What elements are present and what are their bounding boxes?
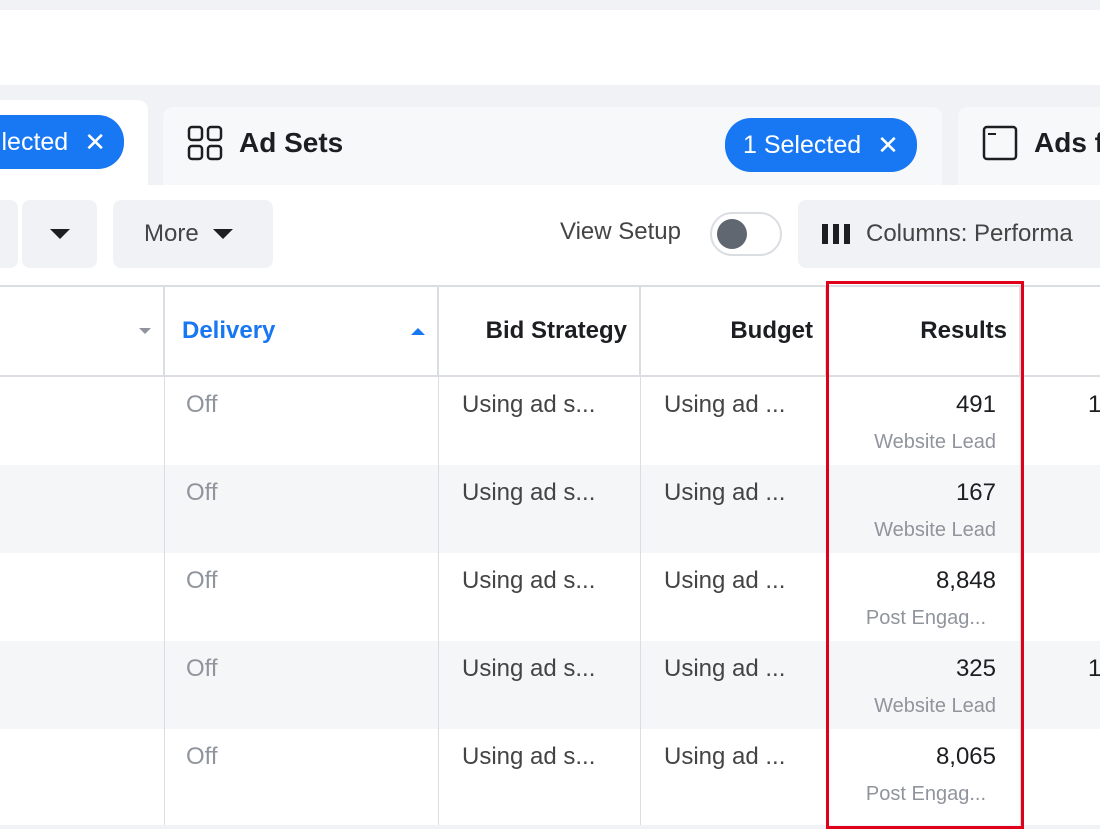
sort-caret-icon — [139, 328, 151, 334]
budget-cell: Using ad ... — [664, 567, 786, 594]
close-icon[interactable]: ✕ — [877, 129, 899, 160]
results-type: Website Lead — [874, 695, 996, 717]
bid-strategy-cell: Using ad s... — [462, 391, 596, 418]
view-setup-toggle[interactable] — [710, 212, 782, 256]
badge-label: 1 Selected — [743, 130, 862, 159]
ad-sets-grid-icon — [187, 125, 223, 161]
caret-down-icon — [49, 229, 70, 239]
column-divider — [438, 287, 439, 825]
delivery-status: Off — [186, 743, 218, 770]
table-row[interactable]: Off Using ad s... Using ad ... 8,848 Pos… — [0, 553, 1100, 641]
results-value: 491 — [955, 391, 996, 418]
close-icon[interactable]: ✕ — [84, 126, 106, 157]
selected-badge[interactable]: 1 Selected ✕ — [725, 118, 917, 172]
selected-badge[interactable]: lected ✕ — [0, 115, 124, 169]
next-column-value: 1 — [1088, 391, 1100, 418]
delivery-status: Off — [186, 655, 218, 682]
more-label: More — [144, 220, 199, 247]
tab-title: Ads f — [982, 125, 1100, 161]
budget-cell: Using ad ... — [664, 655, 786, 682]
badge-label: lected — [1, 127, 69, 156]
delivery-status: Off — [186, 567, 218, 594]
table-row[interactable]: Off Using ad s... Using ad ... 8,065 Pos… — [0, 729, 1100, 817]
toggle-knob — [717, 219, 747, 249]
column-header-delivery[interactable]: Delivery — [164, 287, 438, 377]
delivery-status: Off — [186, 391, 218, 418]
column-divider — [640, 287, 641, 825]
dropdown-button[interactable] — [22, 200, 97, 268]
delivery-status: Off — [186, 479, 218, 506]
sort-ascending-icon — [411, 327, 425, 335]
bid-strategy-cell: Using ad s... — [462, 479, 596, 506]
table-row[interactable]: Off Using ad s... Using ad ... 491 Websi… — [0, 377, 1100, 465]
next-column-value: 1 — [1088, 655, 1100, 682]
tab-ad-sets[interactable]: Ad Sets 1 Selected ✕ — [163, 107, 942, 185]
results-value: 8,065 — [935, 743, 996, 770]
more-button[interactable]: More — [113, 200, 273, 268]
column-divider — [1020, 287, 1021, 825]
budget-cell: Using ad ... — [664, 391, 786, 418]
toolbar-button[interactable] — [0, 200, 18, 268]
results-type: Website Lead — [874, 431, 996, 453]
results-value: 167 — [955, 479, 996, 506]
bid-strategy-cell: Using ad s... — [462, 655, 596, 682]
columns-button[interactable]: Columns: Performa — [798, 200, 1100, 268]
tab-campaigns[interactable]: lected ✕ — [0, 100, 148, 186]
header-label: Delivery — [182, 317, 276, 344]
tab-label: Ads f — [1034, 127, 1100, 158]
column-header-budget[interactable]: Budget — [640, 287, 826, 377]
view-setup-label: View Setup — [560, 218, 681, 245]
budget-cell: Using ad ... — [664, 479, 786, 506]
budget-cell: Using ad ... — [664, 743, 786, 770]
results-type: Post Engag... — [865, 783, 986, 805]
results-value: 325 — [955, 655, 996, 682]
tab-title: Ad Sets — [187, 125, 343, 161]
results-highlight-box — [826, 281, 1024, 829]
results-type: Website Lead — [874, 519, 996, 541]
column-header-bid-strategy[interactable]: Bid Strategy — [438, 287, 640, 377]
top-bar — [0, 10, 1100, 85]
tab-ads[interactable]: Ads f — [958, 107, 1100, 185]
tab-label: Ad Sets — [239, 127, 344, 158]
results-value: 8,848 — [935, 567, 996, 594]
ads-window-icon — [982, 125, 1018, 161]
header-label: Results — [920, 317, 1007, 344]
column-header-next[interactable] — [1020, 287, 1100, 377]
table-row[interactable]: Off Using ad s... Using ad ... 325 Websi… — [0, 641, 1100, 729]
header-label: Budget — [730, 317, 813, 344]
bid-strategy-cell: Using ad s... — [462, 567, 596, 594]
header-label: Bid Strategy — [485, 317, 627, 344]
table-row[interactable]: Off Using ad s... Using ad ... 167 Websi… — [0, 465, 1100, 553]
column-header-name[interactable] — [0, 287, 164, 377]
columns-label: Columns: Performa — [866, 220, 1073, 247]
results-type: Post Engag... — [865, 607, 986, 629]
column-header-results[interactable]: Results — [826, 287, 1020, 377]
bid-strategy-cell: Using ad s... — [462, 743, 596, 770]
column-divider — [164, 287, 165, 825]
columns-icon — [822, 224, 850, 244]
caret-down-icon — [212, 229, 233, 239]
